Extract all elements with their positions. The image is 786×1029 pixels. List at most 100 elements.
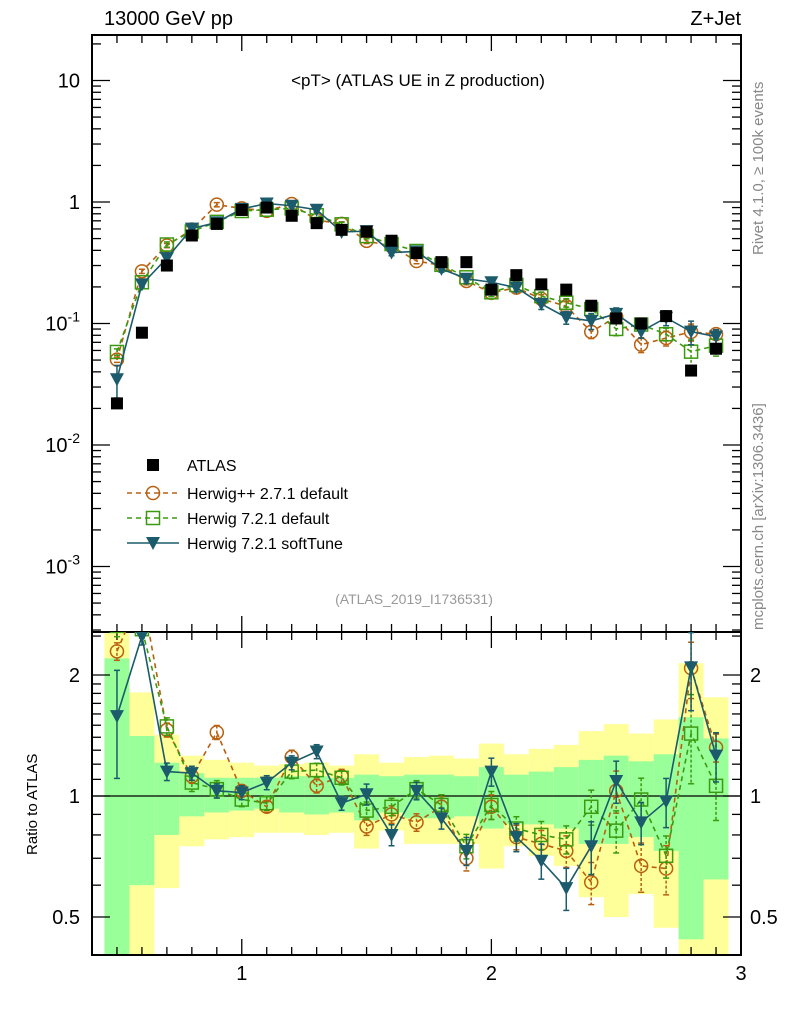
ratio-panel-marks: [109, 632, 724, 912]
softtune-point: [384, 828, 399, 842]
softtune-main-line: [116, 202, 717, 380]
atlas-point: [660, 310, 673, 323]
softtune-point: [459, 272, 474, 286]
atlas-point: [260, 201, 273, 214]
softtune-point: [684, 325, 699, 339]
softtune-point: [184, 767, 199, 781]
softtune-point: [709, 330, 724, 344]
herwigpp-point: [209, 725, 225, 740]
herwigpp-point: [209, 197, 225, 212]
herwig721-point: [159, 237, 175, 252]
softtune-point: [609, 774, 624, 788]
legend-marker: [145, 510, 161, 526]
softtune-point: [284, 756, 299, 770]
softtune-point: [459, 844, 474, 858]
chart-title: <pT> (ATLAS UE in Z production): [291, 71, 545, 90]
softtune-point: [209, 784, 224, 798]
softtune-point: [534, 854, 549, 868]
ratio-ylabel: Ratio to ATLAS: [24, 754, 41, 855]
y-tick-label: 10-1: [45, 309, 80, 336]
softtune-point: [434, 812, 449, 826]
mcplots-label: mcplots.cern.ch [arXiv:1306.3436]: [750, 403, 767, 630]
herwigpp-point: [409, 815, 424, 830]
ratio-tick-label: 2: [69, 665, 80, 687]
analysis-tag: (ATLAS_2019_I1736531): [335, 591, 493, 607]
herwigpp-point: [134, 264, 150, 279]
softtune-point: [484, 276, 499, 290]
legend: ATLAS Herwig++ 2.7.1 default Herwig 7.2.1 …: [127, 458, 349, 553]
softtune-point: [709, 749, 724, 763]
softtune-point: [634, 816, 649, 830]
herwig721-point: [309, 762, 324, 778]
y-tick-label: 10-3: [45, 552, 80, 579]
band-stat: [528, 771, 554, 825]
band-stat: [129, 736, 155, 886]
herwig721-point: [159, 719, 175, 734]
legend-entry: Herwig 7.2.1 default: [127, 510, 330, 528]
herwig721-point: [109, 632, 125, 634]
atlas-point: [460, 256, 473, 269]
softtune-point: [409, 784, 424, 798]
atlas-point: [160, 259, 173, 272]
softtune-point: [509, 831, 524, 845]
herwigpp-point: [309, 778, 324, 794]
softtune-point: [384, 246, 399, 260]
atlas-point: [610, 312, 623, 325]
softtune-point: [559, 311, 574, 325]
softtune-point: [159, 252, 174, 266]
y-tick-label: 10: [58, 71, 80, 93]
legend-label: ATLAS: [187, 458, 237, 475]
herwig721-main-line: [116, 207, 717, 353]
herwig721-point: [384, 799, 399, 815]
softtune-point: [109, 373, 124, 387]
ratio-tick-label: 1: [69, 786, 80, 808]
softtune-point: [309, 745, 324, 759]
legend-entry: Herwig++ 2.7.1 default: [127, 485, 349, 503]
atlas-point: [410, 247, 423, 260]
legend-entry: Herwig 7.2.1 softTune: [127, 536, 343, 553]
herwig721-point: [658, 848, 674, 864]
legend-label: Herwig 7.2.1 softTune: [187, 536, 343, 553]
legend-label: Herwig++ 2.7.1 default: [187, 486, 349, 503]
ratio-tick-label: 1: [750, 786, 761, 808]
atlas-point: [135, 326, 148, 339]
softtune-point: [359, 788, 374, 802]
y-tick-label: 1: [69, 192, 80, 214]
atlas-point: [185, 229, 198, 242]
atlas-point: [235, 203, 248, 216]
softtune-point: [334, 797, 349, 811]
softtune-point: [259, 776, 274, 790]
axes: 1 2 3 10 1 10-1 10-2 10-3 2 2 1 1 0.5 0.5: [45, 34, 778, 985]
atlas-point: [685, 364, 698, 377]
atlas-point: [285, 209, 298, 222]
atlas-point: [710, 342, 723, 355]
herwigpp-main-line: [116, 203, 717, 360]
header-right: Z+Jet: [690, 8, 741, 30]
atlas-point: [110, 397, 123, 410]
atlas-point: [485, 283, 498, 296]
herwig721-point: [583, 799, 599, 815]
main-panel-marks: [109, 196, 724, 410]
atlas-point: [360, 225, 373, 238]
herwigpp-point: [109, 644, 125, 659]
softtune-point: [134, 278, 149, 292]
softtune-point: [109, 710, 124, 724]
x-tick-label: 1: [236, 963, 247, 985]
atlas-point: [635, 317, 648, 330]
atlas-point: [435, 256, 448, 269]
herwig721-point: [559, 295, 574, 310]
softtune-point: [584, 840, 599, 854]
softtune-point: [135, 632, 148, 644]
herwigpp-point: [384, 807, 399, 822]
atlas-point: [510, 269, 523, 282]
atlas-point: [335, 223, 348, 236]
herwig721-point: [559, 832, 574, 847]
x-tick-label: 2: [486, 963, 497, 985]
rivet-label: Rivet 4.1.0, ≥ 100k events: [750, 82, 767, 255]
ratio-tick-label: 0.5: [750, 907, 778, 929]
softtune-point: [284, 199, 299, 213]
legend-marker: [146, 537, 160, 550]
atlas-point: [385, 234, 398, 247]
legend-entry: ATLAS: [147, 458, 237, 475]
atlas-point: [585, 299, 598, 312]
